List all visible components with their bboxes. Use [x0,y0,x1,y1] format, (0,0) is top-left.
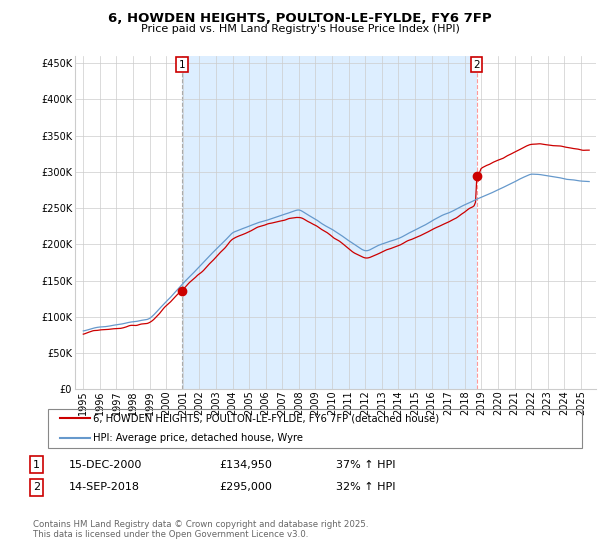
Text: 1: 1 [33,460,40,470]
Text: 32% ↑ HPI: 32% ↑ HPI [336,482,395,492]
Text: 6, HOWDEN HEIGHTS, POULTON-LE-FYLDE, FY6 7FP (detached house): 6, HOWDEN HEIGHTS, POULTON-LE-FYLDE, FY6… [93,413,439,423]
Text: 14-SEP-2018: 14-SEP-2018 [69,482,140,492]
Text: 2: 2 [33,482,40,492]
Text: £295,000: £295,000 [219,482,272,492]
Text: 6, HOWDEN HEIGHTS, POULTON-LE-FYLDE, FY6 7FP: 6, HOWDEN HEIGHTS, POULTON-LE-FYLDE, FY6… [108,12,492,25]
Text: 15-DEC-2000: 15-DEC-2000 [69,460,142,470]
Text: 37% ↑ HPI: 37% ↑ HPI [336,460,395,470]
Bar [182,56,476,389]
Text: Contains HM Land Registry data © Crown copyright and database right 2025.
This d: Contains HM Land Registry data © Crown c… [33,520,368,539]
Text: £134,950: £134,950 [219,460,272,470]
Text: 1: 1 [179,60,185,69]
Text: Price paid vs. HM Land Registry's House Price Index (HPI): Price paid vs. HM Land Registry's House … [140,24,460,34]
Text: HPI: Average price, detached house, Wyre: HPI: Average price, detached house, Wyre [93,433,303,443]
Text: 2: 2 [473,60,480,69]
